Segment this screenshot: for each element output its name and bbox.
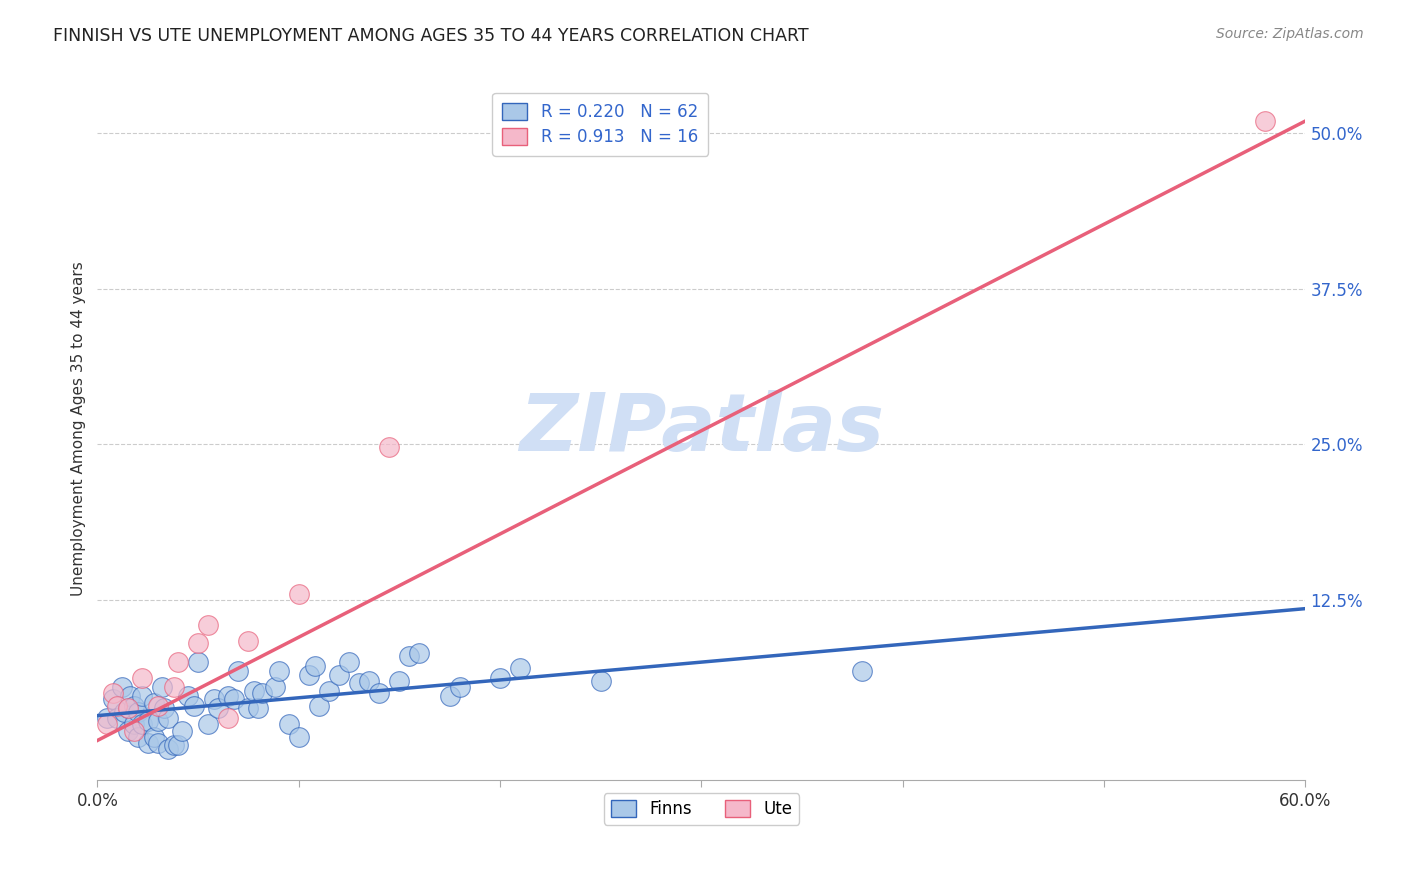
Point (163, 680, 186, 694)
Point (408, 647, 430, 661)
Point (187, 655, 209, 669)
Point (131, 671, 153, 685)
Point (851, 664, 873, 678)
Point (117, 701, 139, 715)
Point (337, 655, 360, 669)
Point (187, 636, 209, 650)
Point (156, 742, 179, 756)
Point (328, 667, 350, 681)
Point (152, 701, 174, 715)
Point (96, 717, 118, 731)
Point (509, 661, 531, 675)
Point (136, 736, 159, 750)
Point (243, 683, 266, 698)
Point (107, 711, 129, 725)
Point (197, 717, 219, 731)
Point (142, 730, 165, 744)
Point (207, 701, 229, 715)
Point (177, 689, 200, 703)
Point (267, 664, 290, 678)
Point (107, 698, 129, 713)
Point (304, 658, 326, 673)
Point (122, 698, 145, 713)
Point (217, 711, 239, 725)
Point (298, 667, 321, 681)
Point (96, 711, 118, 725)
Point (170, 723, 193, 738)
Point (122, 717, 145, 731)
Point (378, 440, 401, 454)
Text: Source: ZipAtlas.com: Source: ZipAtlas.com (1216, 27, 1364, 41)
Y-axis label: Unemployment Among Ages 35 to 44 years: Unemployment Among Ages 35 to 44 years (72, 261, 86, 596)
Point (388, 673, 411, 688)
Point (589, 673, 612, 688)
Point (226, 664, 249, 678)
Point (439, 689, 461, 703)
Point (156, 711, 179, 725)
Legend: Finns, Ute: Finns, Ute (605, 793, 799, 825)
Point (167, 739, 190, 753)
Point (197, 617, 219, 632)
Point (146, 714, 169, 728)
Point (103, 686, 125, 700)
Point (163, 739, 186, 753)
Point (103, 692, 125, 706)
Point (150, 680, 173, 694)
Point (146, 698, 169, 713)
Point (347, 676, 370, 690)
Point (146, 736, 169, 750)
Point (318, 683, 340, 698)
Point (277, 717, 299, 731)
Point (117, 723, 139, 738)
Point (122, 723, 145, 738)
Point (131, 717, 153, 731)
Point (238, 634, 260, 648)
Point (238, 701, 260, 715)
Point (110, 680, 132, 694)
Point (202, 692, 225, 706)
Point (247, 701, 270, 715)
Point (127, 730, 149, 744)
Point (489, 671, 512, 685)
Point (183, 698, 205, 713)
Point (287, 587, 309, 601)
Point (287, 730, 309, 744)
Point (117, 701, 139, 715)
Point (1254, 114, 1277, 128)
Point (308, 698, 330, 713)
Point (449, 680, 471, 694)
Point (252, 686, 274, 700)
Point (136, 714, 159, 728)
Point (131, 689, 153, 703)
Point (118, 689, 141, 703)
Point (398, 648, 420, 663)
Point (263, 680, 285, 694)
Point (167, 655, 190, 669)
Text: FINNISH VS UTE UNEMPLOYMENT AMONG AGES 35 TO 44 YEARS CORRELATION CHART: FINNISH VS UTE UNEMPLOYMENT AMONG AGES 3… (53, 27, 808, 45)
Point (112, 705, 135, 719)
Point (217, 689, 239, 703)
Text: ZIPatlas: ZIPatlas (519, 390, 884, 468)
Point (127, 705, 149, 719)
Point (359, 673, 381, 688)
Point (368, 686, 391, 700)
Point (142, 696, 165, 710)
Point (224, 692, 246, 706)
